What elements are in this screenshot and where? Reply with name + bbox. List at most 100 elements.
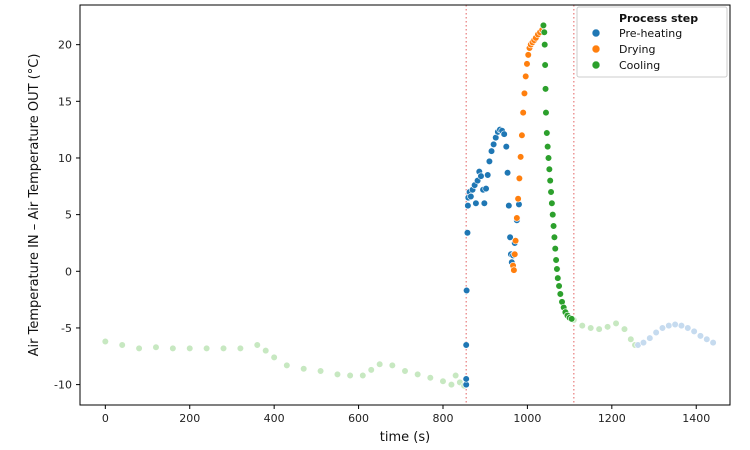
data-point-cooling [541,85,550,93]
data-point-other [578,322,586,330]
data-point-drying [511,250,519,258]
data-point-cooling [552,256,560,264]
data-point-cooling [544,143,552,151]
data-point-other [236,344,244,352]
x-tick-label: 200 [179,412,200,425]
x-axis: 0 200 400 600 800 1000 1200 1400 [102,405,710,425]
data-point-other [620,325,629,333]
data-point-drying [513,214,521,222]
data-point-other [595,325,603,333]
data-point-other [270,353,278,362]
x-tick-label: 600 [348,412,369,425]
data-point-pre-heating [502,143,510,151]
data-point-other [203,344,211,352]
data-point-cooling [548,199,556,207]
y-tick-label: 0 [65,265,72,278]
data-point-pre-heating [482,184,490,193]
data-point-drying [519,109,527,117]
data-point-other [101,337,109,346]
data-point-drying [511,237,520,245]
data-point-other [703,335,711,343]
data-point-other [376,360,384,368]
data-point-pre-heating [487,147,496,155]
data-point-other [367,366,375,374]
data-point-cooling [547,188,555,196]
data-point-other [388,361,396,369]
data-point-cooling [555,282,563,290]
data-point-other [603,323,612,331]
y-tick-label: -10 [54,379,72,392]
x-axis-label: time (s) [380,430,430,445]
data-point-cooling [541,61,549,69]
data-point-other [452,371,460,380]
data-point-other [219,344,228,352]
data-point-pre-heating [505,201,513,210]
data-point-other [627,335,635,343]
data-point-other [652,328,660,337]
data-point-other [658,324,667,332]
data-point-cooling [549,222,558,230]
data-point-drying [518,131,526,139]
x-tick-label: 400 [264,412,285,425]
data-point-other [684,324,692,332]
x-tick-label: 0 [102,412,109,425]
data-point-other [359,371,367,380]
legend-entry: Pre-heating [619,27,682,40]
data-point-cooling [550,233,559,241]
data-point-cooling [545,165,553,173]
data-point-other [346,371,354,380]
data-point-pre-heating [477,172,485,180]
data-point-cooling [551,245,559,253]
data-point-other [186,344,194,352]
data-point-cooling [541,41,549,49]
plot-area-frame [79,4,731,406]
y-tick-label: -5 [61,322,72,335]
legend-title: Process step [619,12,698,25]
data-point-other [118,341,126,349]
data-point-cooling [554,274,562,282]
data-point-other [439,377,447,385]
data-point-other [414,370,422,379]
data-point-other [690,327,698,335]
data-point-cooling [543,129,551,137]
legend-marker [591,44,601,54]
data-point-cooling [542,109,550,117]
y-tick-label: 10 [58,152,72,165]
data-point-other [665,322,673,330]
data-point-drying [520,89,529,97]
data-point-pre-heating [484,171,492,179]
data-point-cooling [568,315,576,323]
data-point-drying [510,266,518,274]
data-point-pre-heating [462,341,470,349]
data-point-other [135,344,143,352]
data-point-pre-heating [462,375,470,383]
data-point-other [300,365,308,373]
data-point-pre-heating [472,199,480,207]
data-point-drying [514,195,522,203]
data-point-other [152,343,160,351]
legend-box [576,6,728,78]
y-axis: -10 -5 0 5 10 15 20 [54,39,80,392]
data-point-other [696,332,705,340]
data-point-cooling [556,290,564,298]
data-point-drying [517,153,525,161]
data-point-other [253,341,261,349]
data-points [101,21,717,390]
legend-marker [591,28,601,38]
x-tick-label: 1200 [598,412,626,425]
data-point-cooling [553,265,561,273]
data-point-drying [523,60,531,68]
legend: Process step Pre-heating Drying Cooling [576,6,728,78]
data-point-cooling [544,154,553,162]
x-tick-label: 800 [432,412,453,425]
legend-entry: Cooling [619,59,660,72]
data-point-other [401,367,409,375]
data-point-other [671,320,679,329]
data-point-other [316,367,325,375]
data-point-other [283,361,291,369]
data-point-drying [515,174,523,182]
data-point-other [447,381,456,389]
data-point-cooling [540,28,548,36]
data-point-other [612,319,620,328]
